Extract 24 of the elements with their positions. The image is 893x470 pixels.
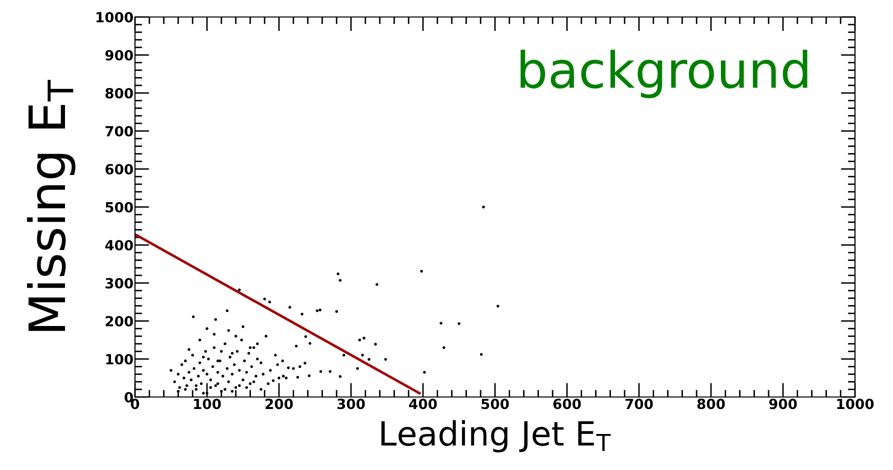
- x-tick-label: 300: [337, 398, 365, 410]
- y-tick-label: 100: [106, 354, 133, 364]
- x-tick-label: 900: [769, 398, 797, 410]
- y-tick-label: 400: [105, 240, 133, 250]
- y-axis-title: Missing E$_{T}$: [27, 80, 76, 331]
- x-tick-label: 200: [266, 398, 293, 410]
- x-tick-label: 700: [625, 398, 653, 410]
- x-tick-label: 800: [697, 398, 725, 410]
- y-tick-label: 0: [124, 392, 133, 402]
- annotation: background: [520, 50, 808, 98]
- x-tick-label: 100: [194, 398, 221, 410]
- y-tick-label: 700: [106, 126, 133, 136]
- y-tick-label: 600: [105, 164, 133, 174]
- y-tick-label: 1000: [96, 12, 133, 22]
- x-tick-label: 1000: [837, 398, 874, 410]
- y-tick-label: 800: [105, 88, 133, 98]
- x-tick-label: 500: [482, 398, 509, 410]
- x-tick-label: 600: [553, 398, 581, 410]
- x-axis-title: Leading Jet E$_{T}$: [381, 420, 611, 452]
- y-tick-label: 200: [106, 316, 133, 326]
- y-tick-label: 300: [106, 278, 133, 288]
- x-tick-label: 400: [409, 398, 437, 410]
- y-tick-label: 500: [106, 202, 133, 212]
- y-tick-label: 900: [105, 50, 133, 60]
